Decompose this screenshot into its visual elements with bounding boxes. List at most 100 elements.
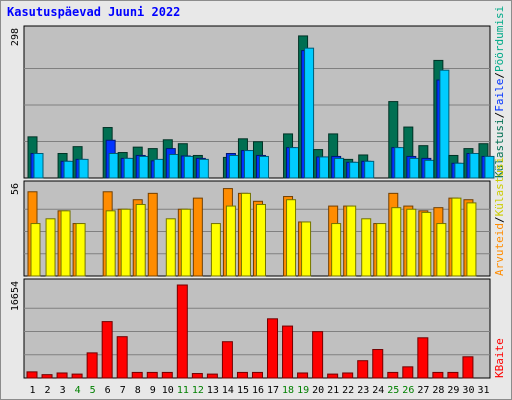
bar-prdumisi-day-4 — [78, 158, 89, 179]
bar-arvuteid-day-12 — [192, 197, 203, 277]
bar-prdumisi-day-29 — [454, 162, 465, 179]
bar-klastusi-day-16 — [255, 203, 266, 277]
x-tick-label-3: 3 — [60, 385, 66, 396]
x-tick-label-13: 13 — [207, 385, 219, 396]
bar-kbaite-day-2 — [41, 374, 53, 379]
bar-kbaite-day-14 — [221, 341, 233, 379]
panel-1-ymax-label: 298 — [10, 28, 21, 46]
bar-klastusi-day-4 — [75, 223, 86, 277]
bar-klastusi-day-27 — [421, 211, 432, 277]
bar-kbaite-day-18 — [282, 325, 294, 379]
bar-kbaite-day-10 — [161, 371, 173, 379]
x-tick-label-15: 15 — [237, 385, 249, 396]
bar-kbaite-day-28 — [432, 371, 444, 379]
bar-kbaite-day-11 — [176, 284, 188, 379]
bar-prdumisi-day-14 — [228, 154, 239, 179]
bar-prdumisi-day-1 — [33, 153, 44, 179]
bar-klastusi-day-26 — [406, 208, 417, 277]
bar-prdumisi-day-23 — [364, 160, 375, 179]
x-tick-label-12: 12 — [192, 385, 204, 396]
bar-prdumisi-day-15 — [243, 150, 254, 179]
bar-kbaite-day-9 — [146, 371, 158, 379]
bar-klastusi-day-29 — [451, 197, 462, 277]
x-tick-label-28: 28 — [432, 385, 444, 396]
bar-prdumisi-day-21 — [334, 157, 345, 179]
bar-klastusi-day-28 — [436, 223, 447, 277]
bar-kbaite-day-12 — [191, 373, 203, 379]
legend-middle-part-1: Arvuteid — [493, 223, 506, 276]
x-tick-label-22: 22 — [342, 385, 354, 396]
x-tick-label-1: 1 — [30, 385, 36, 396]
bar-klastusi-day-24 — [376, 223, 387, 277]
bar-kbaite-day-7 — [116, 336, 128, 379]
bar-prdumisi-day-26 — [409, 157, 420, 179]
bar-klastusi-day-10 — [165, 218, 176, 277]
bar-kbaite-day-1 — [26, 371, 38, 379]
bar-prdumisi-day-9 — [153, 158, 164, 179]
bar-prdumisi-day-8 — [138, 155, 149, 179]
bar-klastusi-day-3 — [60, 210, 71, 277]
x-tick-label-23: 23 — [357, 385, 369, 396]
bar-kbaite-day-21 — [327, 373, 339, 379]
bar-prdumisi-day-16 — [258, 155, 269, 179]
x-tick-label-5: 5 — [90, 385, 96, 396]
bar-prdumisi-day-12 — [198, 158, 209, 179]
bar-klastusi-day-25 — [391, 207, 402, 277]
bar-klastusi-day-19 — [301, 221, 312, 277]
x-tick-label-17: 17 — [267, 385, 279, 396]
bar-prdumisi-day-7 — [123, 157, 134, 179]
x-tick-label-26: 26 — [402, 385, 414, 396]
bar-kbaite-day-3 — [56, 372, 68, 379]
legend-top-part-1: Külastusi — [493, 118, 506, 178]
x-tick-label-6: 6 — [105, 385, 111, 396]
bar-prdumisi-day-30 — [469, 153, 480, 179]
bar-prdumisi-day-6 — [108, 153, 119, 179]
x-tick-label-29: 29 — [447, 385, 459, 396]
x-tick-label-24: 24 — [372, 385, 384, 396]
legend-bottom: KBaite — [493, 338, 506, 378]
legend-middle-part-2: / — [493, 216, 506, 223]
bar-klastusi-day-18 — [286, 199, 297, 277]
bar-klastusi-day-23 — [361, 218, 372, 277]
x-tick-label-19: 19 — [297, 385, 309, 396]
x-tick-label-7: 7 — [120, 385, 126, 396]
legend-top: Külastusi/Faile/Pöördumisi — [493, 6, 506, 178]
bar-kbaite-day-13 — [206, 373, 218, 379]
bar-prdumisi-day-18 — [289, 147, 300, 179]
x-tick-label-2: 2 — [45, 385, 51, 396]
x-tick-label-14: 14 — [222, 385, 234, 396]
legend-top-part-2: / — [493, 112, 506, 119]
bar-kbaite-day-30 — [462, 356, 474, 379]
bar-kbaite-day-5 — [86, 352, 98, 379]
bar-kbaite-day-19 — [297, 372, 309, 379]
bar-prdumisi-day-22 — [349, 161, 360, 179]
bar-klastusi-day-13 — [210, 223, 221, 277]
bar-prdumisi-day-19 — [304, 47, 315, 179]
x-tick-label-9: 9 — [150, 385, 156, 396]
bar-kbaite-day-25 — [387, 371, 399, 379]
bar-kbaite-day-17 — [267, 318, 279, 379]
bar-klastusi-day-2 — [45, 218, 56, 277]
legend-middle: Arvuteid/Külastusi — [493, 157, 506, 276]
bar-klastusi-day-7 — [120, 208, 131, 277]
x-tick-label-10: 10 — [162, 385, 174, 396]
bar-prdumisi-day-28 — [439, 69, 450, 179]
bar-kbaite-day-8 — [131, 371, 143, 379]
bar-prdumisi-day-11 — [183, 155, 194, 179]
x-tick-label-18: 18 — [282, 385, 294, 396]
bar-kbaite-day-16 — [251, 371, 263, 379]
panel-2-ymax-label: 56 — [10, 183, 21, 195]
chart-title: Kasutuspäevad Juuni 2022 — [7, 5, 181, 19]
bar-kbaite-day-22 — [342, 372, 354, 379]
bar-prdumisi-day-20 — [319, 156, 330, 179]
bar-prdumisi-day-31 — [484, 155, 495, 179]
bar-kbaite-day-23 — [357, 360, 369, 379]
bar-klastusi-day-30 — [466, 202, 477, 277]
bar-klastusi-day-8 — [135, 203, 146, 277]
x-tick-label-30: 30 — [462, 385, 474, 396]
bar-arvuteid-day-9 — [147, 192, 158, 277]
bar-klastusi-day-22 — [346, 205, 357, 277]
x-tick-label-25: 25 — [387, 385, 399, 396]
panel-3-ymax-label: 16654 — [10, 281, 21, 311]
